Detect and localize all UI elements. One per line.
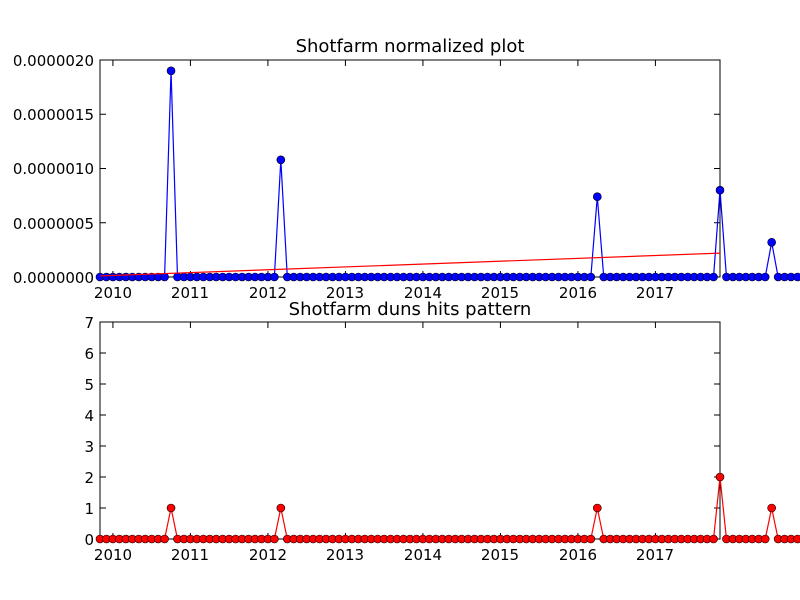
data-point xyxy=(760,272,770,282)
data-point xyxy=(276,503,286,513)
y-tick-label: 5 xyxy=(84,376,94,394)
data-point xyxy=(276,155,286,165)
x-tick-label: 2011 xyxy=(171,546,209,564)
duns-hits-chart-x-axis: 2010 2011 2012 2013 2014 2015 2016 2017 xyxy=(94,546,674,564)
trend-line xyxy=(99,252,721,277)
y-tick-label: 3 xyxy=(84,438,94,456)
x-tick-label: 2014 xyxy=(404,284,442,302)
x-tick-label: 2012 xyxy=(249,546,287,564)
y-tick-label: 0.0000010 xyxy=(13,160,94,178)
data-point xyxy=(270,272,279,282)
y-tick-label: 0 xyxy=(84,531,94,549)
normalized-chart-title: Shotfarm normalized plot xyxy=(296,36,525,57)
y-tick-label: 7 xyxy=(84,314,94,332)
x-tick-label: 2010 xyxy=(94,546,132,564)
x-tick-label: 2012 xyxy=(249,284,287,302)
data-point xyxy=(715,185,725,195)
data-point xyxy=(166,66,176,76)
y-tick-label: 0.0000005 xyxy=(13,215,94,233)
data-point xyxy=(592,503,602,513)
y-tick-label: 0.0000000 xyxy=(13,269,94,287)
x-tick-label: 2016 xyxy=(559,546,597,564)
normalized-chart-y-axis: 0.0000000 0.0000005 0.0000010 0.0000015 … xyxy=(13,52,94,287)
duns-hits-chart-marks xyxy=(95,472,800,544)
normalized-chart-x-axis: 2010 2011 2012 2013 2014 2015 2016 2017 xyxy=(94,284,674,302)
x-tick-label: 2014 xyxy=(404,546,442,564)
x-tick-label: 2011 xyxy=(171,284,209,302)
data-point xyxy=(592,192,602,202)
x-tick-label: 2013 xyxy=(326,546,364,564)
y-tick-label: 1 xyxy=(84,500,94,518)
x-tick-label: 2016 xyxy=(559,284,597,302)
duns-hits-chart-y-axis: 0 1 2 3 4 5 6 7 xyxy=(84,314,94,549)
data-point xyxy=(767,237,776,247)
data-point xyxy=(709,272,718,282)
normalized-chart-marks xyxy=(95,66,800,282)
x-tick-label: 2015 xyxy=(481,546,519,564)
data-point xyxy=(715,472,725,482)
duns-hits-chart-title: Shotfarm duns hits pattern xyxy=(289,299,532,320)
data-point xyxy=(586,534,596,544)
y-tick-label: 2 xyxy=(84,469,94,487)
x-tick-label: 2017 xyxy=(636,546,674,564)
data-point xyxy=(160,534,169,544)
data-point xyxy=(793,272,800,282)
data-point xyxy=(767,503,776,513)
x-tick-label: 2013 xyxy=(326,284,364,302)
y-tick-label: 0.0000015 xyxy=(13,106,94,124)
normalized-chart: Shotfarm normalized plot 0.0000000 0.000… xyxy=(13,36,800,302)
x-tick-label: 2015 xyxy=(481,284,519,302)
data-point xyxy=(166,503,176,513)
y-tick-label: 4 xyxy=(84,407,94,425)
y-tick-label: 6 xyxy=(84,345,94,363)
data-point xyxy=(709,534,718,544)
duns-hits-chart: Shotfarm duns hits pattern 0 1 2 3 4 5 6… xyxy=(84,299,800,564)
x-tick-label: 2017 xyxy=(636,284,674,302)
data-point xyxy=(586,272,596,282)
data-point xyxy=(270,534,279,544)
data-point xyxy=(793,534,800,544)
data-point xyxy=(760,534,770,544)
x-tick-label: 2010 xyxy=(94,284,132,302)
y-tick-label: 0.0000020 xyxy=(13,52,94,70)
